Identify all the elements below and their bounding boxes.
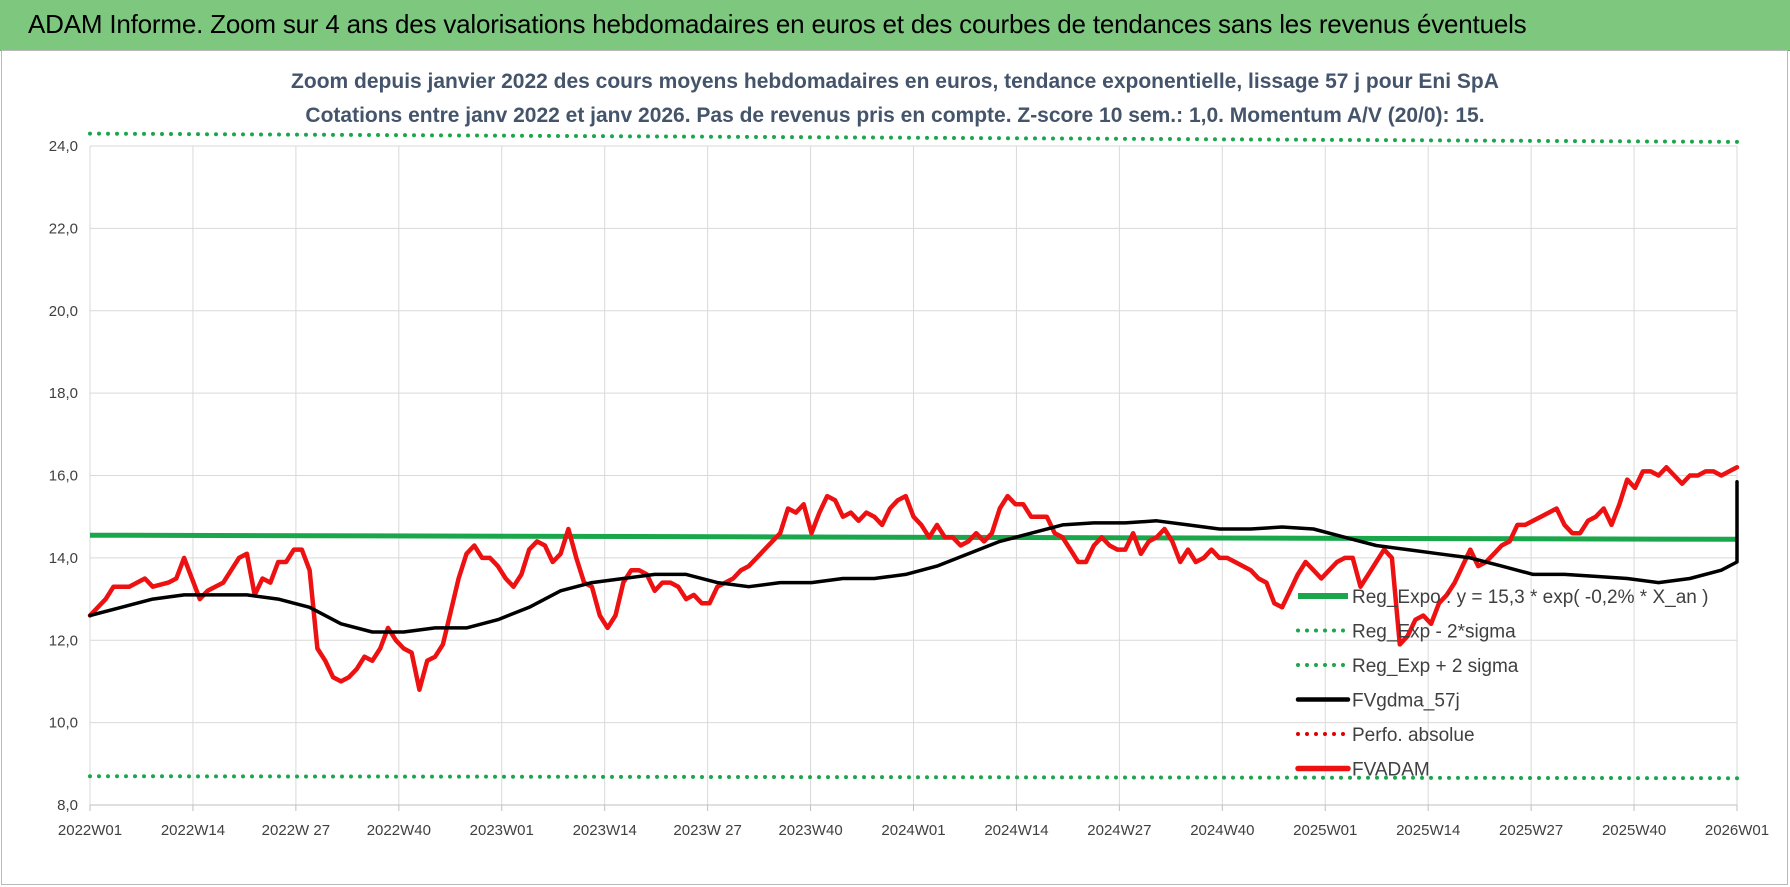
- y-tick-label: 10,0: [49, 715, 78, 732]
- x-tick-label: 2023W40: [778, 822, 842, 839]
- y-tick-label: 16,0: [49, 468, 78, 485]
- y-tick-label: 14,0: [49, 550, 78, 567]
- series-line-fvgdma-57j: [88, 479, 1739, 634]
- x-tick-label: 2025W40: [1602, 822, 1666, 839]
- series-line-reg-expo: [89, 532, 1738, 542]
- y-tick-label: 24,0: [49, 138, 78, 155]
- legend-label: Reg_Expo : y = 15,3 * exp( -0,2% * X_an …: [1352, 587, 1708, 608]
- x-tick-label: 2026W01: [1705, 822, 1769, 839]
- y-tick-label: 18,0: [49, 385, 78, 402]
- chart-frame: [1, 50, 1788, 885]
- series-lines: [87, 131, 1740, 781]
- chart-title-line2: Cotations entre janv 2022 et janv 2026. …: [305, 104, 1484, 127]
- legend-label: Reg_Exp - 2*sigma: [1352, 622, 1516, 643]
- y-tick-label: 12,0: [49, 632, 78, 649]
- x-tick-label: 2024W27: [1087, 822, 1151, 839]
- x-tick-label: 2024W01: [881, 822, 945, 839]
- banner-title: ADAM Informe. Zoom sur 4 ans des valoris…: [28, 9, 1527, 39]
- legend-label: FVADAM: [1352, 760, 1430, 781]
- x-tick-label: 2025W27: [1499, 822, 1563, 839]
- legend-label: Perfo. absolue: [1352, 725, 1475, 746]
- x-tick-label: 2022W40: [367, 822, 431, 839]
- y-axis: 8,0 10,0 12,0 14,0 16,0 18,0 20,0 22,0 24,0: [49, 138, 78, 814]
- x-tick-label: 2023W 27: [673, 822, 741, 839]
- series-line-fvadam: [87, 465, 1740, 692]
- series-line-reg-exp: [88, 131, 1739, 144]
- gridlines: [89, 145, 1738, 806]
- x-tick-label: 2025W01: [1293, 822, 1357, 839]
- y-tick-label: 20,0: [49, 303, 78, 320]
- header-banner: ADAM Informe. Zoom sur 4 ans des valoris…: [0, 0, 1790, 51]
- x-tick-label: 2024W40: [1190, 822, 1254, 839]
- x-tick-label: 2022W 27: [262, 822, 330, 839]
- y-tick-label: 8,0: [57, 797, 78, 814]
- legend-label: FVgdma_57j: [1352, 691, 1460, 712]
- chart-title-line1: Zoom depuis janvier 2022 des cours moyen…: [291, 70, 1499, 93]
- x-tick-label: 2025W14: [1396, 822, 1460, 839]
- x-tick-label: 2023W14: [573, 822, 637, 839]
- legend: Reg_Expo : y = 15,3 * exp( -0,2% * X_an …: [1295, 587, 1708, 781]
- y-tick-label: 22,0: [49, 220, 78, 237]
- x-tick-label: 2024W14: [984, 822, 1048, 839]
- legend-label: Reg_Exp + 2 sigma: [1352, 656, 1519, 677]
- x-tick-label: 2022W01: [58, 822, 122, 839]
- x-axis: 2022W01 2022W14 2022W 27 2022W40 2023W01 2023…: [58, 804, 1769, 839]
- x-tick-label: 2023W01: [470, 822, 534, 839]
- x-tick-label: 2022W14: [161, 822, 225, 839]
